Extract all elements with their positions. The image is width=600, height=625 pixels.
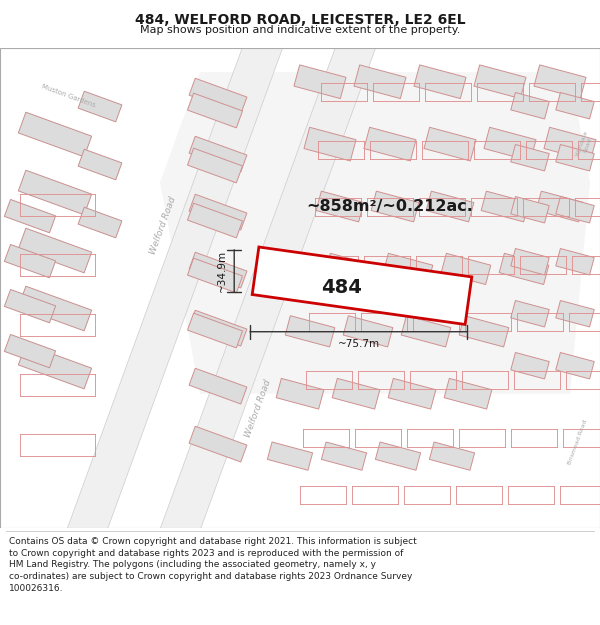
Polygon shape xyxy=(354,65,406,99)
Polygon shape xyxy=(19,112,92,157)
Polygon shape xyxy=(189,310,247,346)
Text: Brismead Road: Brismead Road xyxy=(568,419,589,465)
Polygon shape xyxy=(4,244,56,278)
Polygon shape xyxy=(268,442,313,470)
Polygon shape xyxy=(511,249,549,275)
Polygon shape xyxy=(481,191,529,222)
Polygon shape xyxy=(316,191,364,222)
Polygon shape xyxy=(78,208,122,238)
Text: ~75.7m: ~75.7m xyxy=(338,339,380,349)
Polygon shape xyxy=(189,426,247,462)
Polygon shape xyxy=(544,127,596,161)
Polygon shape xyxy=(187,203,242,238)
Polygon shape xyxy=(484,127,536,161)
Text: Map shows position and indicative extent of the property.: Map shows position and indicative extent… xyxy=(140,24,460,34)
Polygon shape xyxy=(376,442,421,470)
Polygon shape xyxy=(19,286,92,331)
Polygon shape xyxy=(371,191,419,222)
Polygon shape xyxy=(325,253,375,284)
Polygon shape xyxy=(189,194,247,230)
Polygon shape xyxy=(187,313,242,348)
Polygon shape xyxy=(78,149,122,180)
Polygon shape xyxy=(189,78,247,114)
Polygon shape xyxy=(343,316,393,347)
Polygon shape xyxy=(511,196,549,223)
Polygon shape xyxy=(332,378,380,409)
Text: ~34.9m: ~34.9m xyxy=(217,250,227,292)
Polygon shape xyxy=(189,253,247,288)
Polygon shape xyxy=(426,191,474,222)
Text: Contains OS data © Crown copyright and database right 2021. This information is : Contains OS data © Crown copyright and d… xyxy=(9,537,417,593)
Polygon shape xyxy=(424,127,476,161)
Polygon shape xyxy=(4,199,56,232)
Polygon shape xyxy=(37,0,313,624)
Polygon shape xyxy=(304,127,356,161)
Polygon shape xyxy=(444,378,492,409)
Text: Wyndale
Road: Wyndale Road xyxy=(575,129,595,159)
Polygon shape xyxy=(187,93,242,128)
Polygon shape xyxy=(499,253,549,284)
Polygon shape xyxy=(414,65,466,99)
Polygon shape xyxy=(276,378,324,409)
Polygon shape xyxy=(252,247,472,324)
Polygon shape xyxy=(430,442,475,470)
Polygon shape xyxy=(556,249,594,275)
Polygon shape xyxy=(189,368,247,404)
Polygon shape xyxy=(19,170,92,215)
Polygon shape xyxy=(511,352,549,379)
Polygon shape xyxy=(294,65,346,99)
Polygon shape xyxy=(160,72,590,394)
Polygon shape xyxy=(534,65,586,99)
Polygon shape xyxy=(388,378,436,409)
Polygon shape xyxy=(322,442,367,470)
Polygon shape xyxy=(187,258,242,293)
Text: 484, WELFORD ROAD, LEICESTER, LE2 6EL: 484, WELFORD ROAD, LEICESTER, LE2 6EL xyxy=(134,14,466,28)
Polygon shape xyxy=(4,334,56,367)
Polygon shape xyxy=(441,253,491,284)
Polygon shape xyxy=(189,136,247,172)
Polygon shape xyxy=(536,191,584,222)
Polygon shape xyxy=(383,253,433,284)
Polygon shape xyxy=(511,301,549,327)
Polygon shape xyxy=(511,92,549,119)
Polygon shape xyxy=(78,91,122,122)
Polygon shape xyxy=(474,65,526,99)
Polygon shape xyxy=(19,228,92,273)
Polygon shape xyxy=(364,127,416,161)
Polygon shape xyxy=(556,92,594,119)
Polygon shape xyxy=(285,316,335,347)
Polygon shape xyxy=(187,148,242,183)
Polygon shape xyxy=(556,196,594,223)
Polygon shape xyxy=(556,144,594,171)
Polygon shape xyxy=(130,0,406,624)
Text: Welford Road: Welford Road xyxy=(148,196,178,256)
Polygon shape xyxy=(556,352,594,379)
Text: ~858m²/~0.212ac.: ~858m²/~0.212ac. xyxy=(307,199,473,214)
Polygon shape xyxy=(459,316,509,347)
Polygon shape xyxy=(4,289,56,322)
Polygon shape xyxy=(401,316,451,347)
Text: 484: 484 xyxy=(322,278,362,298)
Polygon shape xyxy=(511,144,549,171)
Text: Welford Road: Welford Road xyxy=(244,378,272,438)
Polygon shape xyxy=(556,301,594,327)
Polygon shape xyxy=(19,344,92,389)
Text: Muston Gardens: Muston Gardens xyxy=(40,84,96,109)
